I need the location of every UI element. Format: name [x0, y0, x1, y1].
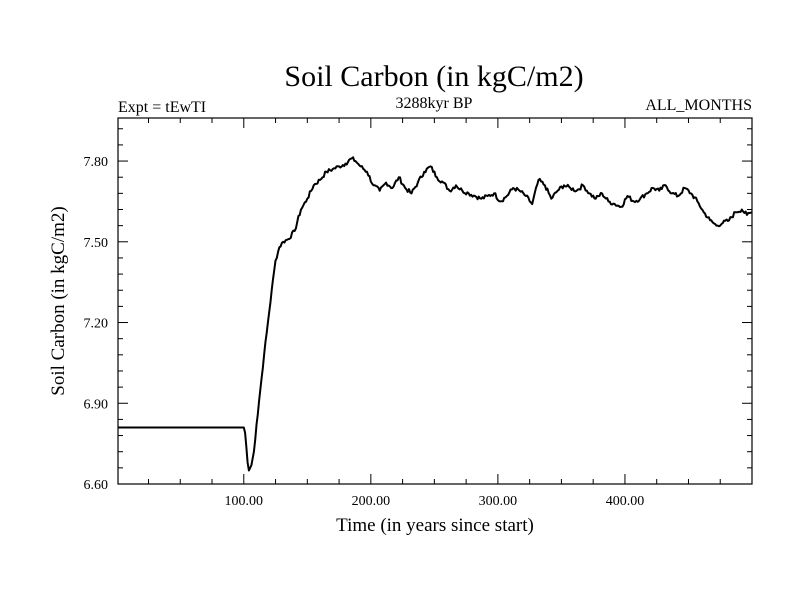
y-tick-label: 7.80	[84, 155, 109, 170]
plot-frame	[117, 117, 753, 485]
y-axis: 6.60 6.90 7.20 7.50 7.80	[84, 128, 752, 493]
y-tick-label: 6.90	[84, 397, 109, 412]
x-axis-label: Time (in years since start)	[336, 515, 534, 536]
months-label: ALL_MONTHS	[645, 97, 752, 114]
y-tick-label: 6.60	[84, 478, 109, 493]
experiment-label: Expt = tEwTI	[118, 99, 206, 116]
y-tick-label: 7.20	[84, 317, 109, 332]
x-tick-label: 100.00	[225, 494, 264, 509]
y-axis-label: Soil Carbon (in kgC/m2)	[48, 206, 69, 395]
x-tick-label: 300.00	[479, 494, 518, 509]
x-axis: 100.00 200.00 300.00 400.00	[147, 118, 721, 509]
y-tick-label: 7.50	[84, 236, 109, 251]
chart-title: Soil Carbon (in kgC/m2)	[284, 60, 583, 93]
x-tick-label: 400.00	[606, 494, 645, 509]
soil-carbon-series-line	[118, 156, 753, 472]
x-tick-label: 200.00	[352, 494, 391, 509]
period-label: 3288kyr BP	[396, 95, 473, 112]
